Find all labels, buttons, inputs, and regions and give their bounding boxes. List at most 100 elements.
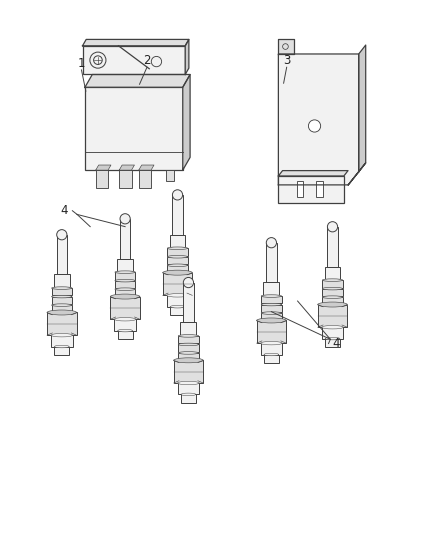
Polygon shape — [96, 165, 111, 170]
FancyBboxPatch shape — [110, 296, 140, 319]
Circle shape — [173, 190, 183, 200]
FancyBboxPatch shape — [170, 235, 185, 247]
FancyBboxPatch shape — [120, 219, 130, 259]
Polygon shape — [139, 165, 154, 170]
FancyBboxPatch shape — [322, 297, 343, 304]
FancyBboxPatch shape — [57, 235, 67, 274]
Circle shape — [57, 230, 67, 240]
FancyBboxPatch shape — [114, 319, 136, 330]
FancyBboxPatch shape — [257, 320, 286, 343]
FancyBboxPatch shape — [297, 181, 303, 197]
FancyBboxPatch shape — [261, 343, 282, 354]
Ellipse shape — [322, 326, 343, 329]
FancyBboxPatch shape — [174, 360, 203, 383]
Text: 4: 4 — [332, 337, 340, 350]
Ellipse shape — [322, 279, 343, 281]
FancyBboxPatch shape — [263, 282, 279, 295]
Polygon shape — [85, 75, 190, 87]
Ellipse shape — [261, 312, 282, 314]
Ellipse shape — [115, 271, 135, 273]
FancyBboxPatch shape — [322, 280, 343, 287]
Ellipse shape — [261, 295, 282, 297]
Ellipse shape — [110, 294, 140, 299]
FancyBboxPatch shape — [279, 176, 344, 203]
Ellipse shape — [47, 310, 77, 315]
Ellipse shape — [167, 294, 188, 297]
Text: 4: 4 — [61, 204, 68, 217]
Polygon shape — [185, 39, 189, 75]
Ellipse shape — [52, 304, 72, 306]
Ellipse shape — [52, 295, 72, 298]
FancyBboxPatch shape — [96, 170, 108, 188]
FancyBboxPatch shape — [173, 195, 183, 235]
Polygon shape — [183, 75, 190, 170]
FancyBboxPatch shape — [178, 344, 199, 352]
Ellipse shape — [322, 287, 343, 290]
Circle shape — [308, 120, 321, 132]
FancyBboxPatch shape — [180, 322, 196, 335]
Ellipse shape — [178, 381, 199, 385]
Ellipse shape — [163, 270, 192, 275]
Ellipse shape — [167, 264, 188, 266]
Circle shape — [184, 278, 194, 288]
FancyBboxPatch shape — [322, 327, 343, 338]
FancyBboxPatch shape — [170, 306, 185, 315]
FancyBboxPatch shape — [264, 354, 279, 363]
Ellipse shape — [115, 279, 135, 282]
FancyBboxPatch shape — [261, 304, 282, 312]
Ellipse shape — [318, 302, 347, 307]
Ellipse shape — [52, 287, 72, 289]
Ellipse shape — [118, 329, 133, 332]
FancyBboxPatch shape — [85, 87, 183, 170]
Ellipse shape — [178, 352, 199, 354]
Circle shape — [120, 214, 130, 224]
Ellipse shape — [167, 255, 188, 258]
FancyBboxPatch shape — [117, 259, 133, 271]
FancyBboxPatch shape — [52, 305, 72, 312]
Ellipse shape — [257, 318, 286, 323]
Polygon shape — [359, 45, 366, 172]
Text: 2: 2 — [143, 54, 151, 67]
Ellipse shape — [322, 296, 343, 298]
FancyBboxPatch shape — [166, 170, 173, 181]
Ellipse shape — [54, 345, 69, 348]
FancyBboxPatch shape — [316, 181, 323, 197]
FancyBboxPatch shape — [325, 266, 340, 279]
FancyBboxPatch shape — [261, 313, 282, 320]
FancyBboxPatch shape — [119, 170, 131, 188]
FancyBboxPatch shape — [54, 274, 70, 287]
Polygon shape — [348, 163, 366, 185]
FancyBboxPatch shape — [167, 257, 188, 264]
FancyBboxPatch shape — [139, 170, 151, 188]
Ellipse shape — [114, 318, 136, 321]
FancyBboxPatch shape — [266, 243, 276, 282]
FancyBboxPatch shape — [181, 394, 196, 403]
FancyBboxPatch shape — [328, 227, 338, 266]
FancyBboxPatch shape — [115, 272, 135, 279]
Ellipse shape — [264, 353, 279, 356]
Ellipse shape — [51, 334, 73, 337]
Text: 1: 1 — [78, 57, 85, 70]
Ellipse shape — [115, 288, 135, 290]
Ellipse shape — [261, 303, 282, 306]
FancyBboxPatch shape — [52, 296, 72, 304]
Circle shape — [266, 238, 276, 248]
FancyBboxPatch shape — [178, 383, 199, 394]
Ellipse shape — [178, 335, 199, 337]
FancyBboxPatch shape — [178, 353, 199, 360]
FancyBboxPatch shape — [325, 338, 340, 347]
FancyBboxPatch shape — [82, 46, 185, 75]
Polygon shape — [279, 54, 359, 185]
Polygon shape — [82, 39, 189, 46]
Ellipse shape — [181, 393, 196, 395]
FancyBboxPatch shape — [118, 330, 133, 339]
FancyBboxPatch shape — [54, 346, 69, 355]
FancyBboxPatch shape — [163, 273, 192, 295]
FancyBboxPatch shape — [261, 296, 282, 303]
FancyBboxPatch shape — [47, 312, 77, 335]
Ellipse shape — [167, 247, 188, 249]
FancyBboxPatch shape — [178, 336, 199, 343]
Text: 3: 3 — [283, 54, 290, 67]
Polygon shape — [279, 39, 294, 54]
Polygon shape — [279, 171, 348, 176]
